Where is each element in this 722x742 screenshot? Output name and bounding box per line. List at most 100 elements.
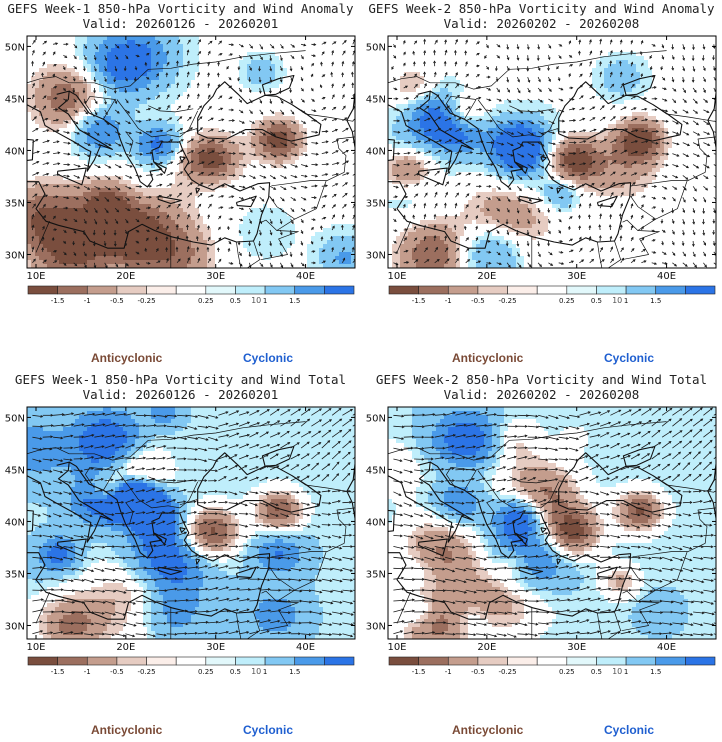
- wind-arrow: [486, 522, 496, 525]
- wind-arrow: [332, 578, 342, 582]
- wind-arrow-head: [102, 558, 106, 562]
- wind-arrow: [197, 149, 205, 154]
- wind-arrow-head: [260, 46, 263, 50]
- wind-arrow-head: [648, 503, 651, 506]
- wind-arrow-head: [267, 444, 271, 447]
- wind-arrow-head: [613, 160, 617, 163]
- wind-arrow: [73, 589, 84, 592]
- colorbar-swatch: [86, 285, 118, 295]
- wind-arrow-head: [143, 543, 147, 547]
- wind-arrow: [713, 478, 716, 482]
- wind-arrow: [208, 458, 218, 462]
- wind-arrow-head: [530, 111, 534, 114]
- wind-arrow-head: [410, 470, 414, 474]
- wind-arrow-head: [597, 422, 600, 426]
- wind-arrow: [527, 142, 535, 146]
- wind-arrow-head: [636, 475, 639, 479]
- wind-arrow-head: [544, 509, 548, 513]
- wind-arrow-head: [331, 61, 335, 65]
- wind-arrow-head: [515, 232, 519, 236]
- wind-arrow: [713, 185, 716, 189]
- wind-arrow: [259, 142, 266, 146]
- wind-arrow: [187, 599, 198, 602]
- wind-arrow: [641, 162, 648, 165]
- wind-vectors: [391, 38, 716, 268]
- wind-arrow: [300, 408, 311, 416]
- wind-arrow-head: [483, 433, 487, 437]
- wind-arrow-head: [657, 476, 661, 479]
- wind-arrow: [197, 182, 203, 187]
- wind-arrow: [135, 436, 147, 438]
- wind-arrow-head: [423, 60, 426, 64]
- wind-arrow-head: [451, 513, 455, 517]
- wind-arrow-head: [65, 206, 69, 210]
- wind-arrow-head: [293, 121, 297, 124]
- wind-arrow: [558, 414, 570, 419]
- wind-arrow-head: [321, 51, 325, 55]
- wind-arrow: [455, 513, 464, 516]
- wind-arrow-head: [144, 566, 148, 570]
- wind-arrow: [280, 491, 290, 495]
- wind-arrow: [94, 589, 105, 592]
- wind-arrow-head: [92, 423, 96, 427]
- wind-arrow-head: [113, 422, 117, 426]
- wind-arrow-head: [637, 465, 641, 469]
- wind-arrow-head: [484, 55, 487, 59]
- wind-arrow-head: [294, 153, 298, 157]
- wind-arrow: [548, 501, 558, 504]
- wind-arrow-head: [654, 108, 658, 112]
- wind-arrow-head: [619, 213, 622, 217]
- wind-arrow-head: [714, 89, 716, 93]
- wind-arrow-head: [713, 210, 716, 214]
- colorbar-label: -0.5: [110, 297, 124, 305]
- wind-arrow-head: [637, 513, 641, 517]
- wind-arrow-head: [285, 502, 290, 506]
- wind-arrow-head: [644, 118, 648, 122]
- wind-arrow-head: [94, 210, 98, 214]
- wind-arrow: [249, 410, 260, 416]
- wind-arrow-head: [631, 193, 634, 197]
- wind-arrow-head: [308, 558, 312, 562]
- wind-arrow-head: [506, 46, 510, 50]
- wind-arrow-head: [215, 576, 219, 580]
- wind-arrow-head: [225, 465, 229, 469]
- wind-arrow: [414, 447, 424, 449]
- wind-arrow: [135, 425, 146, 427]
- wind-arrow: [177, 489, 186, 493]
- wind-arrow: [342, 204, 347, 209]
- wind-arrow-head: [173, 520, 177, 524]
- wind-arrow-head: [703, 242, 707, 246]
- wind-arrow-head: [101, 445, 105, 449]
- wind-arrow: [53, 589, 64, 591]
- wind-arrow-head: [33, 39, 36, 43]
- wind-arrow-head: [133, 589, 137, 593]
- wind-arrow-head: [704, 264, 707, 268]
- wind-arrow: [311, 556, 321, 559]
- wind-arrow-head: [488, 87, 492, 91]
- wind-arrow-head: [269, 232, 273, 236]
- wind-arrow-head: [196, 235, 199, 239]
- wind-arrow: [548, 109, 554, 113]
- wind-arrow-head: [431, 446, 435, 449]
- wind-arrow-head: [296, 502, 300, 506]
- wind-arrow-head: [174, 587, 178, 591]
- wind-arrow-head: [56, 184, 60, 188]
- wind-arrow-head: [562, 119, 566, 123]
- wind-arrow-head: [599, 71, 603, 75]
- wind-arrow: [517, 500, 526, 504]
- wind-arrow-head: [714, 78, 716, 81]
- wind-arrow-head: [237, 242, 241, 246]
- wind-arrow-head: [606, 503, 609, 506]
- wind-arrow-head: [534, 455, 538, 459]
- wind-arrow-head: [305, 142, 309, 146]
- wind-arrow-head: [498, 187, 501, 190]
- wind-arrow-head: [611, 94, 615, 98]
- wind-arrow: [507, 447, 517, 449]
- country-border: [652, 104, 715, 122]
- wind-arrow-head: [54, 260, 58, 263]
- wind-arrow-head: [173, 468, 177, 471]
- wind-arrow-head: [322, 260, 326, 264]
- coastline: [195, 558, 201, 565]
- wind-arrow: [104, 611, 116, 616]
- lat-tick-label: 45N: [5, 94, 25, 105]
